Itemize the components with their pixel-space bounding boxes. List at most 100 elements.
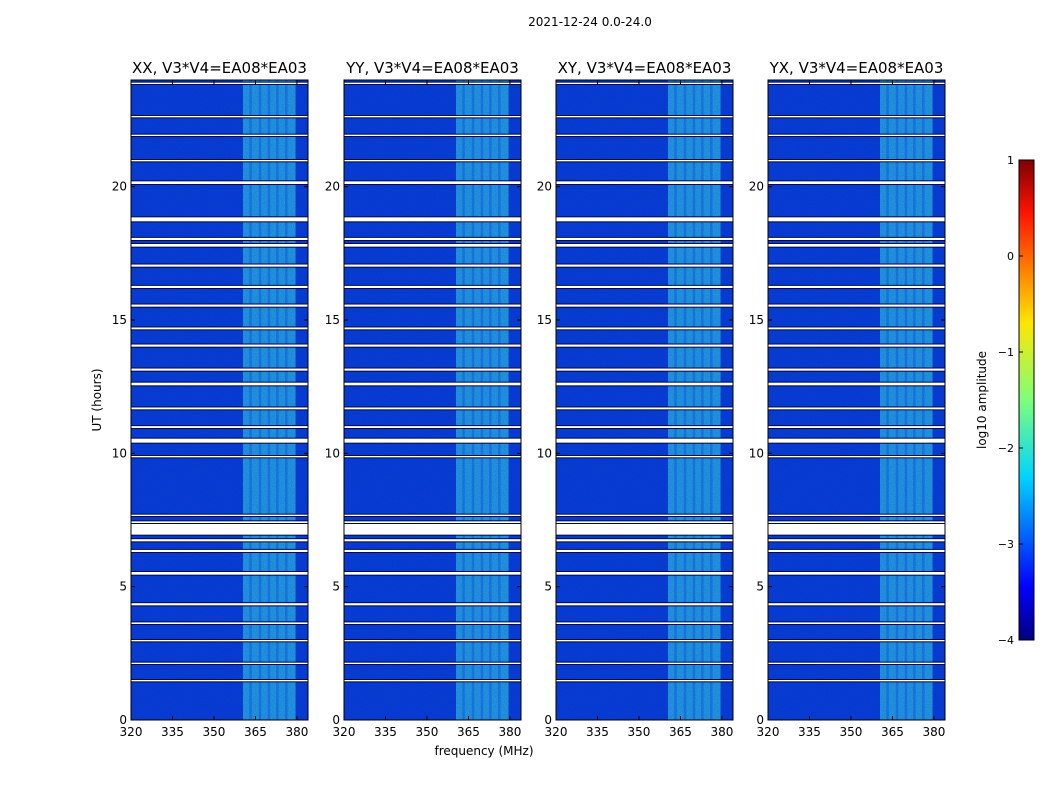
panel-xy: XY, V3*V4=EA08*EA03 320 335 350 365 380 0 5 10 15…	[537, 59, 734, 739]
flagged-gap	[556, 426, 733, 428]
flagged-gap	[131, 82, 308, 84]
y-tick-label: 15	[749, 313, 764, 327]
flagged-gap	[131, 237, 308, 240]
flagged-gap	[131, 456, 308, 458]
flagged-gap	[768, 622, 945, 624]
panel-yx: YX, V3*V4=EA08*EA03 320 335 350 365 380 0 5 10 15…	[749, 59, 946, 739]
flagged-gap	[131, 539, 308, 542]
x-tick-label: 320	[757, 725, 780, 739]
flagged-gap	[556, 134, 733, 136]
flagged-gap	[131, 622, 308, 624]
flagged-gap	[344, 116, 521, 118]
flagged-gap	[768, 327, 945, 330]
flagged-gap	[768, 382, 945, 386]
flagged-gap	[344, 181, 521, 184]
panel-yy: YY, V3*V4=EA08*EA03 320 335 350 365 380 0 5 10 15…	[325, 59, 522, 739]
flagged-gap	[556, 438, 733, 443]
x-tick-label: 335	[798, 725, 821, 739]
colorbar-label: log10 amplitude	[975, 351, 989, 449]
flagged-gap	[768, 116, 945, 118]
flagged-gap	[768, 244, 945, 247]
flagged-gap	[344, 572, 521, 575]
flagged-gap	[131, 264, 308, 267]
flagged-gap	[344, 368, 521, 371]
flagged-gap	[131, 680, 308, 682]
y-tick-label: 20	[749, 180, 764, 194]
flagged-gap	[131, 603, 308, 606]
x-tick-label: 365	[881, 725, 904, 739]
flagged-gap	[556, 82, 733, 84]
flagged-gap	[768, 514, 945, 516]
flagged-gap	[344, 217, 521, 222]
flagged-gap	[556, 514, 733, 516]
flagged-gap	[768, 456, 945, 458]
colorbar-tick-label: −1	[998, 346, 1014, 359]
flagged-gap	[344, 407, 521, 410]
flagged-gap	[131, 662, 308, 664]
flagged-gap	[131, 134, 308, 136]
flagged-gap	[556, 327, 733, 330]
flagged-gap	[768, 539, 945, 542]
flagged-gap	[768, 521, 945, 524]
flagged-gap	[131, 572, 308, 575]
flagged-gap	[556, 264, 733, 267]
x-tick-label: 320	[120, 725, 143, 739]
flagged-gap	[131, 160, 308, 162]
flagged-gap	[131, 514, 308, 516]
flagged-gap	[344, 244, 521, 247]
x-axis-label: frequency (MHz)	[434, 744, 533, 758]
x-tick-label: 335	[161, 725, 184, 739]
x-tick-label: 335	[586, 725, 609, 739]
flagged-gap	[768, 82, 945, 84]
flagged-gap	[768, 344, 945, 347]
x-tick-label: 350	[416, 725, 439, 739]
flagged-gap	[131, 438, 308, 443]
noise-texture	[556, 80, 733, 720]
y-tick-label: 20	[325, 180, 340, 194]
x-tick-label: 380	[710, 725, 733, 739]
flagged-gap	[344, 237, 521, 240]
flagged-gap	[556, 521, 733, 524]
x-tick-label: 365	[244, 725, 267, 739]
colorbar-tick-label: 0	[1007, 250, 1014, 263]
y-tick-label: 10	[112, 446, 127, 460]
flagged-gap	[131, 285, 308, 288]
panel-title: XY, V3*V4=EA08*EA03	[558, 59, 732, 77]
y-tick-label: 10	[325, 446, 340, 460]
y-tick-label: 0	[332, 713, 340, 727]
noise-texture	[768, 80, 945, 720]
flagged-gap	[131, 217, 308, 222]
y-axis-label: UT (hours)	[90, 368, 104, 431]
flagged-gap	[556, 549, 733, 552]
flagged-gap	[344, 82, 521, 84]
y-tick-label: 0	[544, 713, 552, 727]
flagged-gap	[131, 521, 308, 524]
flagged-gap	[344, 134, 521, 136]
x-tick-label: 380	[922, 725, 945, 739]
flagged-gap	[556, 368, 733, 371]
flagged-gap	[131, 304, 308, 307]
flagged-gap	[131, 116, 308, 118]
colorbar-gradient	[1018, 159, 1035, 641]
flagged-gap	[344, 640, 521, 642]
flagged-gap	[556, 524, 733, 535]
flagged-gap	[556, 622, 733, 624]
x-tick-label: 350	[628, 725, 651, 739]
flagged-gap	[344, 514, 521, 516]
y-tick-label: 0	[756, 713, 764, 727]
colorbar-tick-label: −3	[998, 538, 1014, 551]
flagged-gap	[131, 327, 308, 330]
flagged-gap	[556, 456, 733, 458]
flagged-gap	[131, 426, 308, 428]
flagged-gap	[556, 304, 733, 307]
flagged-gap	[344, 285, 521, 288]
x-tick-label: 350	[203, 725, 226, 739]
flagged-gap	[556, 382, 733, 386]
x-tick-label: 335	[374, 725, 397, 739]
y-tick-label: 5	[756, 580, 764, 594]
flagged-gap	[556, 603, 733, 606]
x-tick-label: 380	[285, 725, 308, 739]
x-tick-label: 320	[545, 725, 568, 739]
flagged-gap	[768, 264, 945, 267]
